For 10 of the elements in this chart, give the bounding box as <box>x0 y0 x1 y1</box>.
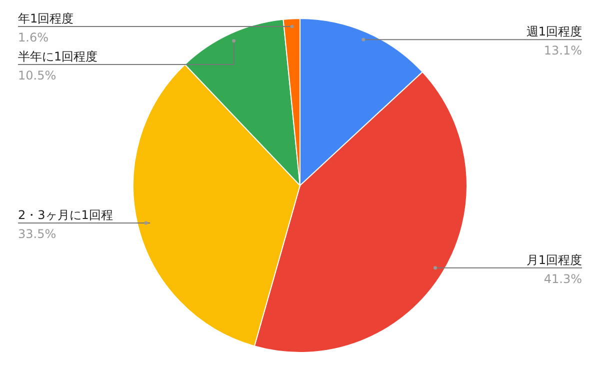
slice-label: 年1回程度 <box>18 12 74 26</box>
slice-label: 2・3ヶ月に1回程 <box>18 208 113 222</box>
slice-label: 半年に1回程度 <box>18 50 98 64</box>
slice-label: 週1回程度 <box>526 24 582 39</box>
data-label: 13.1% <box>544 44 582 58</box>
data-label: 33.5% <box>18 227 56 242</box>
data-label: 10.5% <box>18 68 56 83</box>
data-label: 41.3% <box>544 272 582 286</box>
slice-label: 月1回程度 <box>526 252 582 267</box>
data-label: 1.6% <box>18 30 48 45</box>
